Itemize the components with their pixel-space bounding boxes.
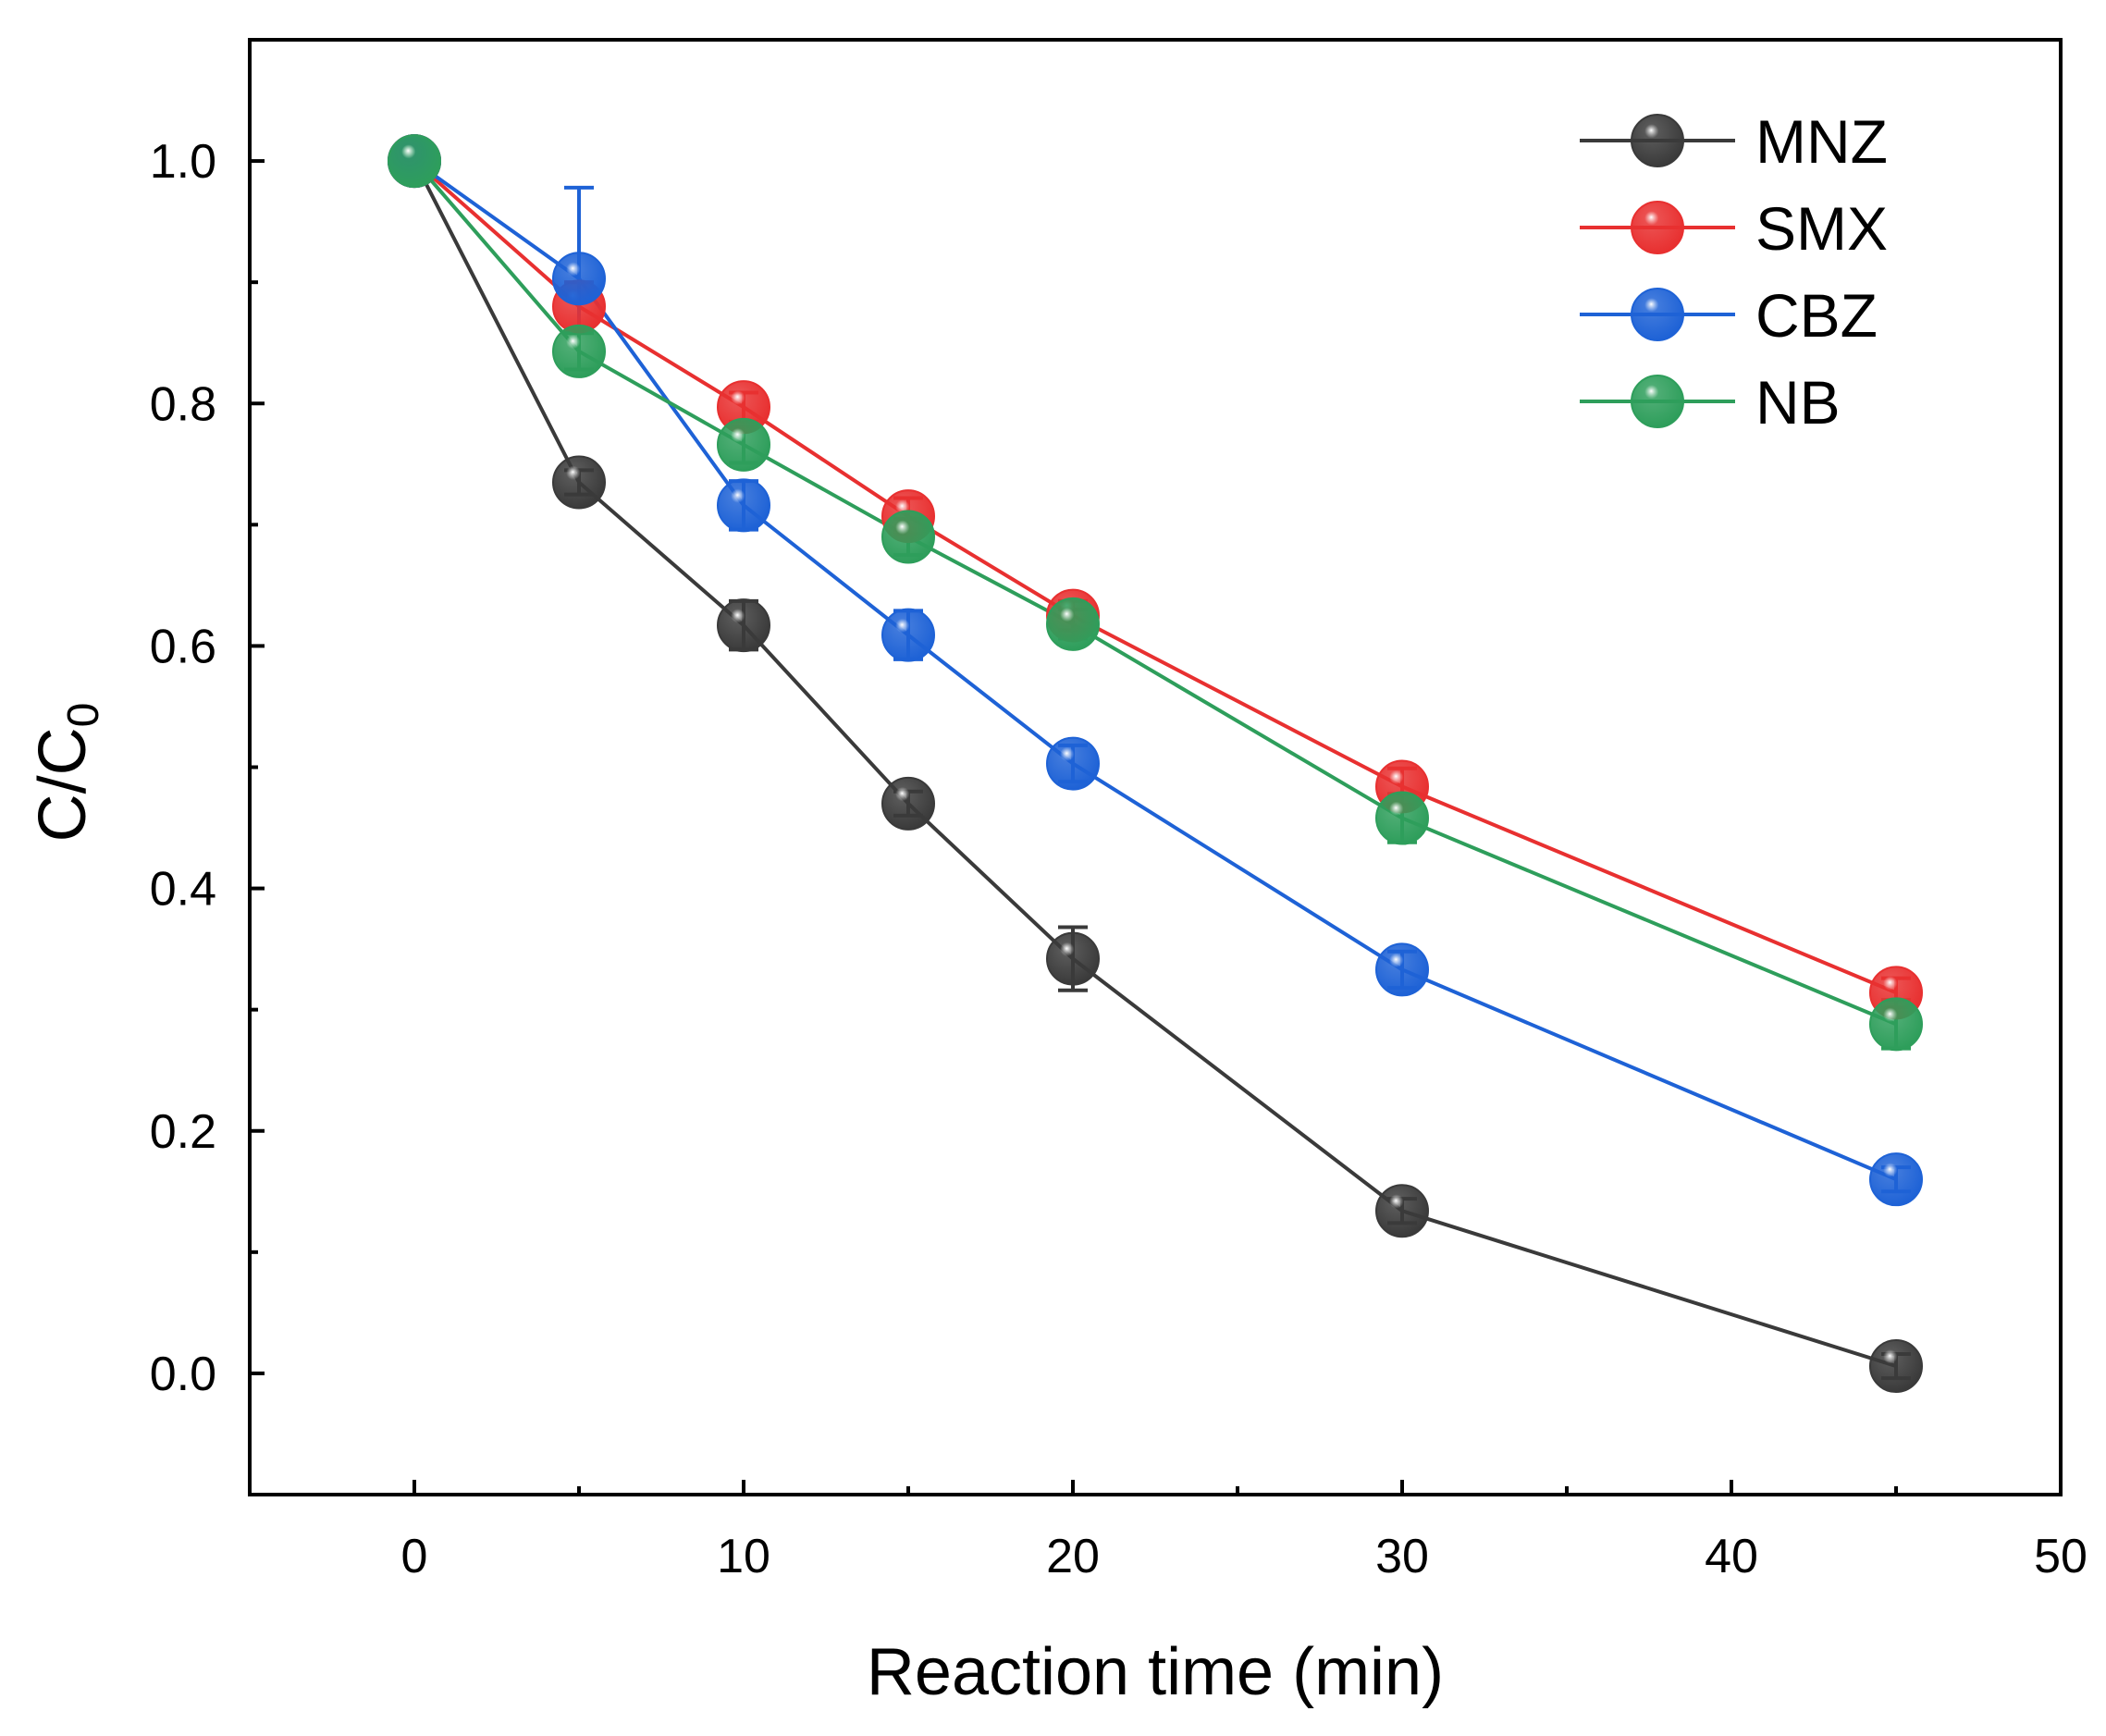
x-tick-label: 10 (717, 1530, 770, 1583)
series-lines (413, 159, 1897, 1368)
y-axis-title-main: C/C (26, 727, 100, 842)
data-point-cbz (881, 608, 935, 662)
x-axis-title: Reaction time (min) (867, 1635, 1444, 1709)
legend-label-mnz: MNZ (1755, 107, 1888, 176)
data-point-cbz (1869, 1152, 1923, 1207)
data-point-mnz (717, 598, 770, 653)
series-line-smx (413, 159, 1897, 995)
legend: MNZ SMX CBZ NB (1580, 107, 1888, 437)
y-axis-title-subscript: 0 (59, 703, 108, 728)
y-tick-label: 0.2 (150, 1105, 216, 1159)
data-point-nb (552, 324, 606, 378)
legend-label-smx: SMX (1755, 194, 1888, 263)
data-point-nb (717, 417, 770, 472)
y-tick-label: 0.6 (150, 620, 216, 673)
data-point-cbz (717, 478, 770, 533)
data-point-cbz (1375, 942, 1429, 997)
y-axis-title: C/C0 (26, 703, 108, 843)
data-point-mnz (1046, 931, 1100, 986)
y-axis-ticks (250, 159, 265, 1375)
y-tick-labels: 0.0 0.2 0.4 0.6 0.8 1.0 (150, 135, 216, 1401)
data-point-cbz (1046, 736, 1100, 791)
error-bars (564, 185, 1911, 1381)
data-point-nb (1046, 597, 1100, 651)
data-point-mnz (881, 776, 935, 831)
legend-marker-mnz (1631, 114, 1684, 167)
data-point-nb (388, 134, 441, 189)
y-tick-label: 0.0 (150, 1348, 216, 1401)
x-tick-label: 40 (1705, 1530, 1758, 1583)
data-point-mnz (1869, 1339, 1923, 1394)
x-tick-label: 30 (1375, 1530, 1429, 1583)
x-tick-label: 50 (2034, 1530, 2088, 1583)
data-point-mnz (552, 455, 606, 510)
series-line-nb (413, 159, 1897, 1027)
x-tick-labels: 0 10 20 30 40 50 (401, 1530, 2088, 1583)
x-tick-label: 0 (401, 1530, 428, 1583)
legend-label-cbz: CBZ (1755, 281, 1878, 350)
legend-marker-smx (1631, 201, 1684, 254)
x-tick-label: 20 (1046, 1530, 1100, 1583)
series-markers (388, 134, 1923, 1394)
x-axis-ticks (413, 1480, 2063, 1495)
plot-frame (248, 38, 2063, 1496)
data-point-nb (881, 510, 935, 564)
y-tick-label: 0.4 (150, 863, 216, 917)
data-point-mnz (1375, 1184, 1429, 1238)
y-tick-label: 0.8 (150, 377, 216, 431)
legend-marker-cbz (1631, 288, 1684, 341)
data-point-cbz (552, 252, 606, 306)
legend-marker-nb (1631, 375, 1684, 428)
legend-label-nb: NB (1755, 368, 1841, 437)
data-point-nb (1869, 997, 1923, 1052)
y-tick-label: 1.0 (150, 135, 216, 189)
data-point-nb (1375, 791, 1429, 845)
